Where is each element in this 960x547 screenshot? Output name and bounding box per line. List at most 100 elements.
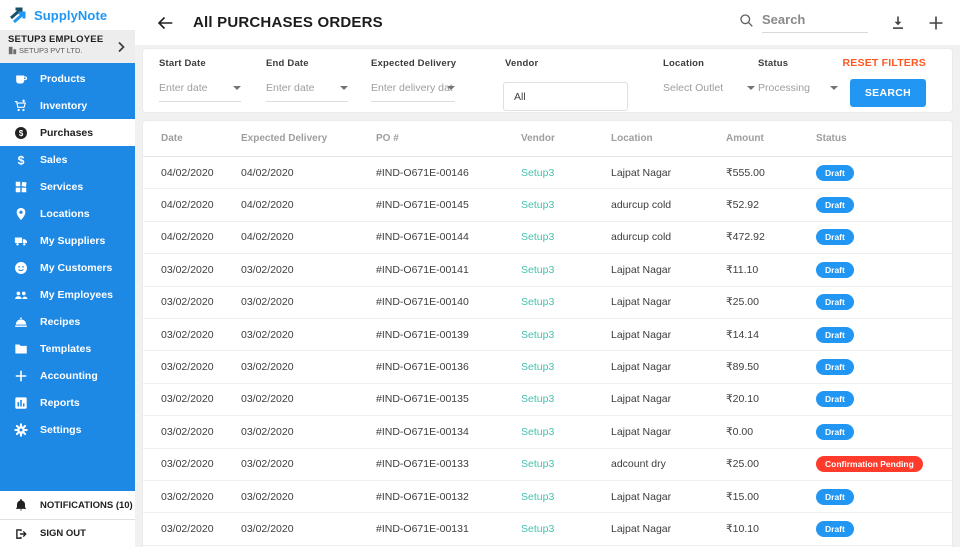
- vendor-link[interactable]: Setup3: [521, 199, 555, 212]
- table-row[interactable]: 03/02/2020 03/02/2020 #IND-O671E-00140 Setu…: [143, 287, 952, 319]
- gear-icon: [13, 422, 28, 437]
- bell-icon: [13, 498, 28, 513]
- page-header: All PURCHASES ORDERS Search: [135, 0, 960, 45]
- vendor-link[interactable]: Setup3: [521, 296, 555, 309]
- sidebar-nav: Products Inventory $ Purchases $ Sales S…: [0, 63, 135, 491]
- company-name: SETUP3 PVT LTD.: [19, 46, 83, 55]
- map-pin-icon: [13, 206, 28, 221]
- chevron-down-icon: [233, 86, 241, 90]
- sidebar-item-my-customers[interactable]: My Customers: [0, 254, 135, 281]
- col-date: Date: [161, 133, 183, 144]
- vendor-link[interactable]: Setup3: [521, 393, 555, 406]
- sidebar-item-inventory[interactable]: Inventory: [0, 92, 135, 119]
- sidebar-item-services[interactable]: Services: [0, 173, 135, 200]
- sidebar-item-label: Purchases: [40, 126, 94, 139]
- sidebar-item-label: Inventory: [40, 99, 88, 112]
- vendor-input[interactable]: All: [503, 82, 628, 111]
- vendor-link[interactable]: Setup3: [521, 231, 555, 244]
- sidebar-item-settings[interactable]: Settings: [0, 416, 135, 443]
- location-select[interactable]: Select Outlet: [663, 82, 755, 101]
- table-row[interactable]: 03/02/2020 03/02/2020 #IND-O671E-00136 Setu…: [143, 351, 952, 384]
- status-badge: Draft: [816, 294, 854, 311]
- status-badge: Draft: [816, 391, 854, 408]
- sign-out-button[interactable]: SIGN OUT: [0, 519, 135, 547]
- end-date-input[interactable]: Enter date: [266, 82, 348, 102]
- status-badge: Draft: [816, 423, 854, 440]
- mug-icon: [13, 71, 28, 86]
- sidebar-item-recipes[interactable]: Recipes: [0, 308, 135, 335]
- sidebar-item-purchases[interactable]: $ Purchases: [0, 119, 135, 146]
- table-row[interactable]: 03/02/2020 03/02/2020 #IND-O671E-00133 Setu…: [143, 449, 952, 481]
- sidebar-item-label: Reports: [40, 396, 80, 409]
- sidebar-item-label: My Employees: [40, 288, 113, 301]
- vendor-link[interactable]: Setup3: [521, 425, 555, 438]
- bar-chart-icon: [13, 395, 28, 410]
- building-icon: [8, 46, 17, 55]
- sidebar-item-locations[interactable]: Locations: [0, 200, 135, 227]
- supplynote-logo-icon: [8, 5, 28, 25]
- sidebar-item-my-employees[interactable]: My Employees: [0, 281, 135, 308]
- vendor-link[interactable]: Setup3: [521, 490, 555, 503]
- main-content: All PURCHASES ORDERS Search Start Date E…: [135, 0, 960, 547]
- page-title: All PURCHASES ORDERS: [193, 14, 383, 31]
- col-expected-delivery: Expected Delivery: [241, 133, 328, 144]
- table-row[interactable]: 03/02/2020 03/02/2020 #IND-O671E-00131 Setu…: [143, 513, 952, 546]
- vendor-link[interactable]: Setup3: [521, 328, 555, 341]
- sidebar-item-label: Sales: [40, 153, 68, 166]
- dollar-circle-icon: $: [13, 125, 28, 140]
- table-row[interactable]: 03/02/2020 03/02/2020 #IND-O671E-00139 Setu…: [143, 319, 952, 352]
- sidebar-item-accounting[interactable]: Accounting: [0, 362, 135, 389]
- logo-bar: SupplyNote: [0, 0, 135, 30]
- table-row[interactable]: 04/02/2020 04/02/2020 #IND-O671E-00146 Setu…: [143, 157, 952, 190]
- search-input[interactable]: Search: [762, 12, 868, 33]
- svg-text:$: $: [17, 153, 24, 167]
- user-name: SETUP3 EMPLOYEE: [8, 34, 104, 45]
- reset-filters-button[interactable]: RESET FILTERS: [842, 57, 926, 69]
- table-row[interactable]: 03/02/2020 03/02/2020 #IND-O671E-00134 Setu…: [143, 416, 952, 449]
- table-row[interactable]: 04/02/2020 04/02/2020 #IND-O671E-00145 Setu…: [143, 189, 952, 222]
- sidebar-item-templates[interactable]: Templates: [0, 335, 135, 362]
- status-badge: Draft: [816, 520, 854, 537]
- col-location: Location: [611, 133, 653, 144]
- global-search[interactable]: Search: [739, 12, 868, 33]
- sidebar-item-reports[interactable]: Reports: [0, 389, 135, 416]
- table-row[interactable]: 03/02/2020 03/02/2020 #IND-O671E-00132 Setu…: [143, 481, 952, 514]
- filter-bar: Start Date Enter date End Date Enter dat…: [142, 48, 953, 113]
- vendor-link[interactable]: Setup3: [521, 263, 555, 276]
- chevron-down-icon: [830, 86, 838, 90]
- location-label: Location: [663, 58, 705, 69]
- search-button[interactable]: SEARCH: [849, 79, 926, 107]
- sidebar-item-label: Recipes: [40, 315, 81, 328]
- back-button[interactable]: [155, 14, 173, 32]
- sidebar-item-products[interactable]: Products: [0, 65, 135, 92]
- brand-name: SupplyNote: [34, 7, 108, 23]
- sidebar-item-my-suppliers[interactable]: My Suppliers: [0, 227, 135, 254]
- status-badge: Draft: [816, 488, 854, 505]
- search-icon: [739, 13, 754, 28]
- vendor-link[interactable]: Setup3: [521, 458, 555, 471]
- table-row[interactable]: 04/02/2020 04/02/2020 #IND-O671E-00144 Setu…: [143, 222, 952, 255]
- start-date-input[interactable]: Enter date: [159, 82, 241, 102]
- plus-icon: [13, 368, 28, 383]
- expected-delivery-input[interactable]: Enter delivery date: [371, 82, 455, 102]
- table-row[interactable]: 03/02/2020 03/02/2020 #IND-O671E-00135 Setu…: [143, 384, 952, 417]
- add-icon[interactable]: [928, 15, 944, 31]
- account-switcher[interactable]: SETUP3 EMPLOYEE SETUP3 PVT LTD.: [0, 30, 135, 63]
- table-row[interactable]: 03/02/2020 03/02/2020 #IND-O671E-00141 Setu…: [143, 254, 952, 287]
- vendor-link[interactable]: Setup3: [521, 166, 555, 179]
- face-icon: [13, 260, 28, 275]
- vendor-link[interactable]: Setup3: [521, 361, 555, 374]
- sidebar-item-sales[interactable]: $ Sales: [0, 146, 135, 173]
- expected-delivery-label: Expected Delivery: [371, 58, 457, 69]
- notifications-button[interactable]: NOTIFICATIONS (10): [0, 491, 135, 519]
- vendor-link[interactable]: Setup3: [521, 522, 555, 535]
- status-select[interactable]: Processing: [758, 82, 838, 101]
- col-vendor: Vendor: [521, 133, 555, 144]
- status-badge: Draft: [816, 261, 854, 278]
- table-header: Date Expected Delivery PO # Vendor Locat…: [143, 121, 952, 157]
- sidebar-item-label: My Customers: [40, 261, 113, 274]
- status-badge: Draft: [816, 164, 854, 181]
- status-label: Status: [758, 58, 789, 69]
- col-amount: Amount: [726, 133, 764, 144]
- download-icon[interactable]: [890, 15, 906, 31]
